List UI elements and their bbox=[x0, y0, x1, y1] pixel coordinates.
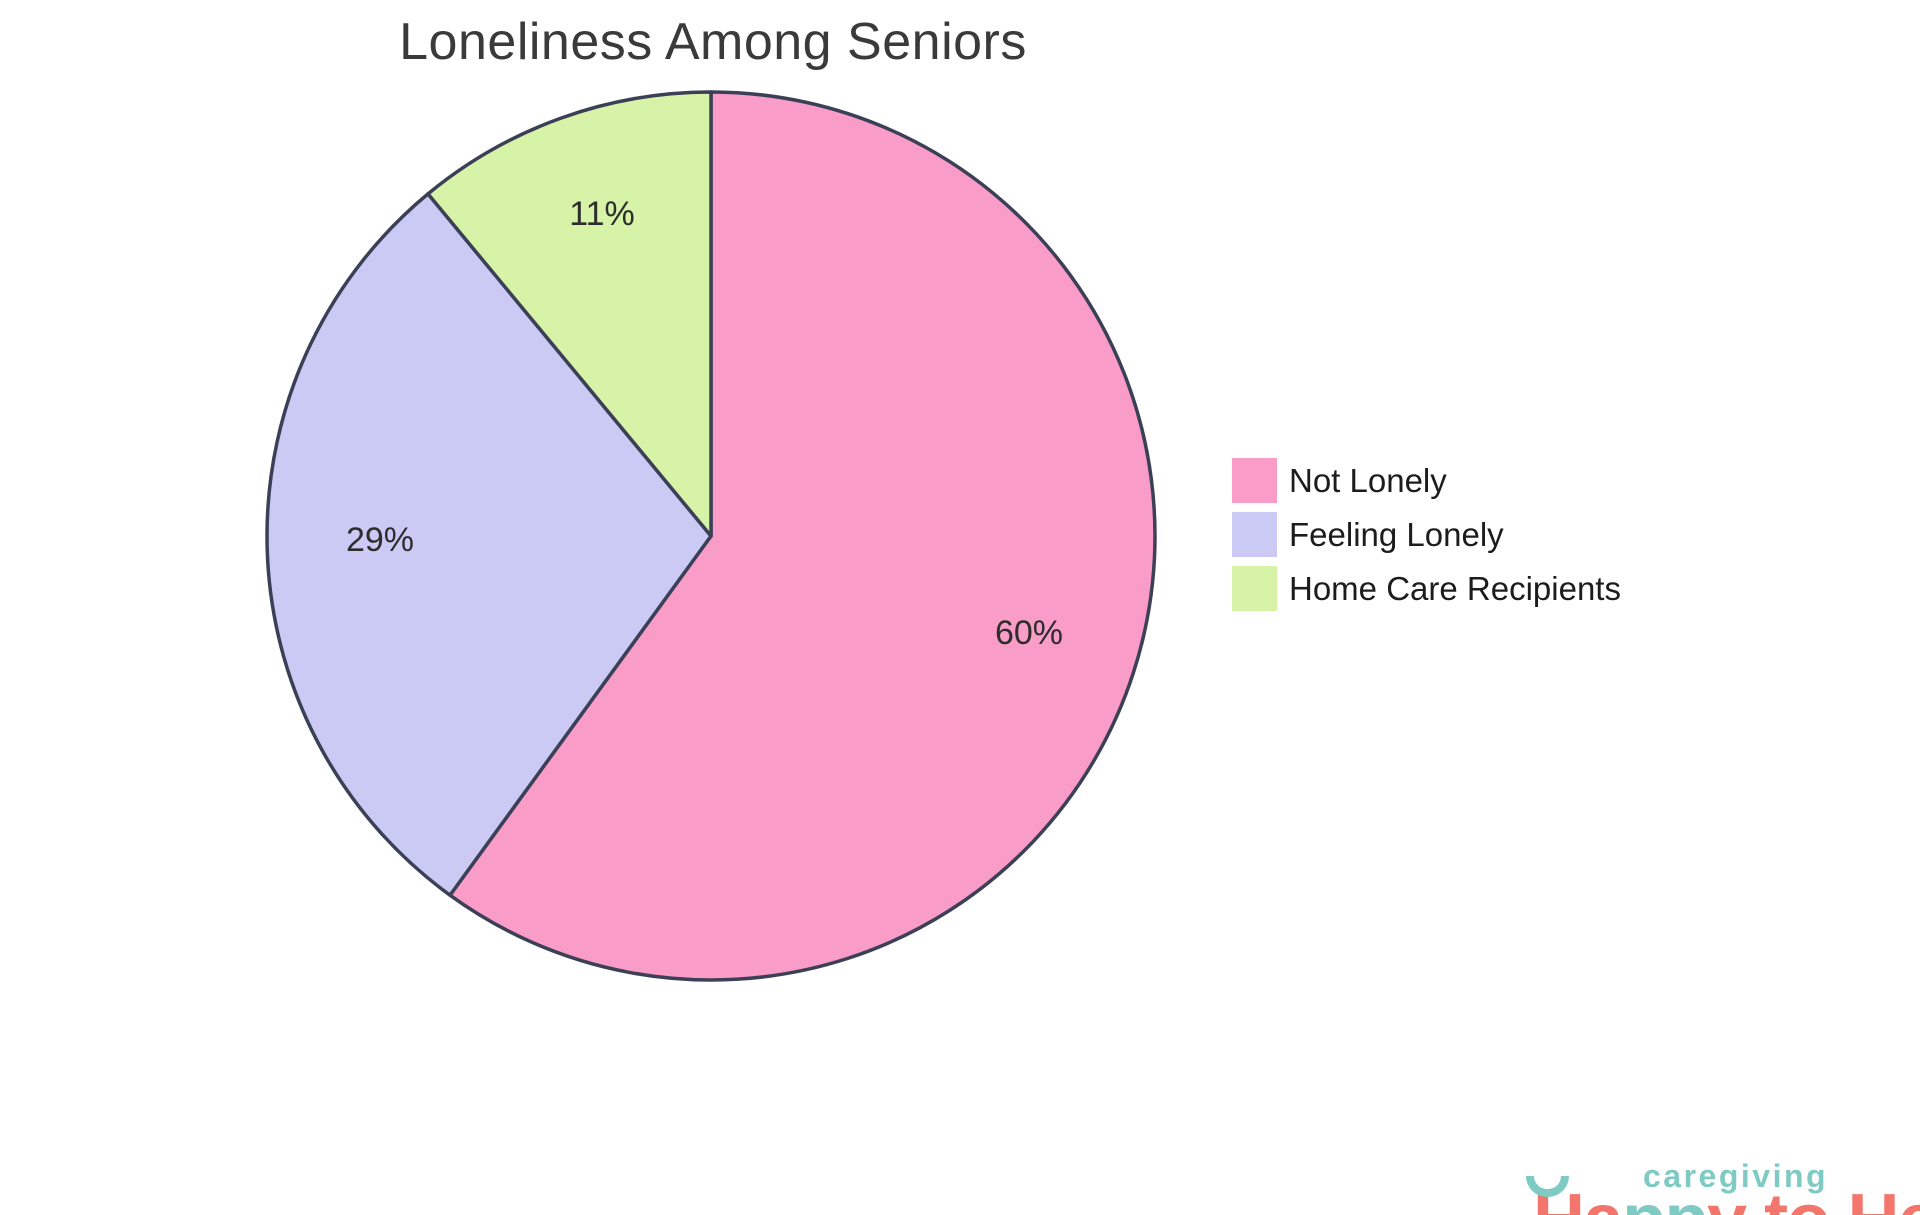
pie-percent-label-not-lonely: 60% bbox=[995, 614, 1063, 652]
smile-arc-icon bbox=[1526, 1176, 1569, 1197]
legend-swatch-icon bbox=[1232, 566, 1277, 611]
legend-label: Home Care Recipients bbox=[1289, 570, 1621, 607]
pie-slice-home-care-recipients bbox=[426, 90, 713, 538]
logo-part: to Help bbox=[1746, 1180, 1920, 1215]
logo-wordmark: Happy to Help bbox=[1422, 1112, 1920, 1215]
legend-swatch-icon bbox=[1232, 512, 1277, 557]
legend-swatch-icon bbox=[1232, 458, 1277, 503]
pie-slice-feeling-lonely bbox=[265, 192, 713, 897]
pie-percent-label-feeling-lonely: 29% bbox=[346, 521, 414, 559]
pie-percent-label-home-care-recipients: 11% bbox=[569, 195, 635, 233]
logo-tagline: caregiving bbox=[1643, 1158, 1829, 1194]
legend: Not Lonely Feeling Lonely Home Care Reci… bbox=[1232, 458, 1621, 611]
legend-label: Not Lonely bbox=[1289, 462, 1447, 499]
legend-item-home-care-recipients: Home Care Recipients bbox=[1232, 566, 1621, 611]
logo-part: pp bbox=[1622, 1180, 1708, 1215]
legend-label: Feeling Lonely bbox=[1289, 516, 1504, 553]
legend-item-feeling-lonely: Feeling Lonely bbox=[1232, 512, 1621, 557]
logo-part: y bbox=[1707, 1180, 1747, 1215]
chart-title: Loneliness Among Seniors bbox=[399, 13, 1027, 71]
pie-slice-not-lonely bbox=[448, 90, 1157, 982]
legend-item-not-lonely: Not Lonely bbox=[1232, 458, 1621, 503]
